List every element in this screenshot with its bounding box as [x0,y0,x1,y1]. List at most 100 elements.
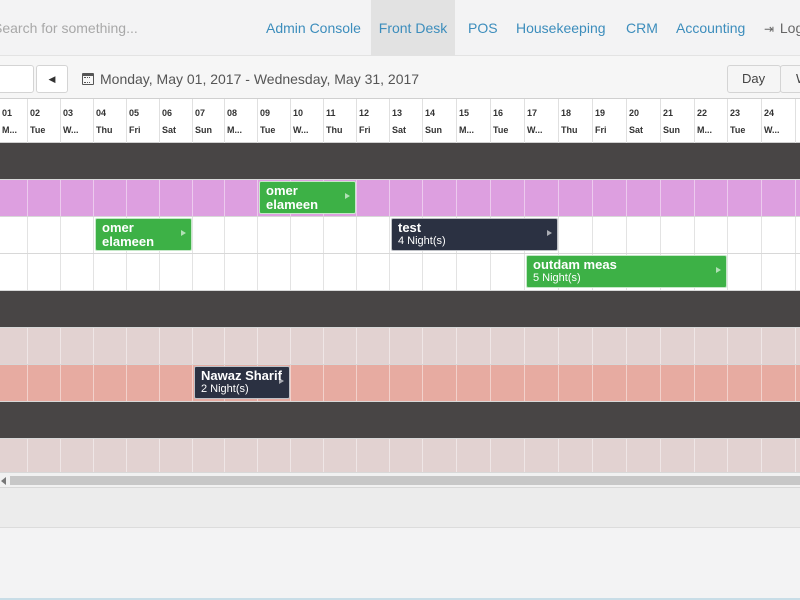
day-cell[interactable] [324,254,357,290]
day-cell[interactable] [728,365,762,401]
day-cell[interactable] [94,439,127,472]
day-cell[interactable] [193,254,225,290]
scrollbar-thumb[interactable] [10,476,800,485]
day-cell[interactable] [695,180,728,216]
day-cell[interactable] [127,328,160,364]
day-cell[interactable] [695,439,728,472]
day-cell[interactable] [28,180,61,216]
day-cell[interactable] [225,180,258,216]
day-cell[interactable] [559,217,593,253]
day-cell[interactable] [695,254,728,290]
day-cell[interactable] [357,328,390,364]
day-cell[interactable] [491,180,525,216]
day-cell[interactable] [728,180,762,216]
day-cell[interactable] [728,439,762,472]
day-cell[interactable] [28,439,61,472]
day-cell[interactable] [559,180,593,216]
day-cell[interactable] [525,180,559,216]
day-cell[interactable] [225,439,258,472]
day-cell[interactable] [28,328,61,364]
day-cell[interactable] [593,365,627,401]
day-cell[interactable] [291,439,324,472]
day-cell[interactable] [324,180,357,216]
day-cell[interactable] [661,439,695,472]
day-cell[interactable] [193,439,225,472]
nav-admin-console[interactable]: Admin Console [266,20,361,36]
day-cell[interactable] [390,254,423,290]
day-cell[interactable] [762,365,796,401]
day-cell[interactable] [457,328,491,364]
nav-crm[interactable]: CRM [626,20,658,36]
day-cell[interactable] [61,328,94,364]
day-cell[interactable] [525,439,559,472]
day-cell[interactable] [160,254,193,290]
day-cell[interactable] [258,217,291,253]
day-cell[interactable] [324,439,357,472]
day-cell[interactable] [127,180,160,216]
day-cell[interactable] [457,180,491,216]
day-cell[interactable] [0,217,28,253]
day-cell[interactable] [695,217,728,253]
booking-arrow-icon[interactable] [279,378,284,384]
view-week-button[interactable]: Week [780,65,800,93]
day-cell[interactable] [559,365,593,401]
day-cell[interactable] [728,217,762,253]
day-cell[interactable] [357,180,390,216]
day-cell[interactable] [762,254,796,290]
day-cell[interactable] [160,217,193,253]
prev-button[interactable]: ◀ [36,65,68,93]
search-box[interactable]: Search for something... [0,0,250,56]
day-cell[interactable] [94,254,127,290]
day-cell[interactable] [627,439,661,472]
day-cell[interactable] [225,254,258,290]
day-cell[interactable] [0,180,28,216]
day-cell[interactable] [423,439,457,472]
day-cell[interactable] [357,365,390,401]
booking-block[interactable]: test 4 Night(s) [391,218,558,251]
day-cell[interactable] [559,328,593,364]
view-day-button[interactable]: Day [727,65,781,93]
day-cell[interactable] [661,328,695,364]
day-cell[interactable] [0,365,28,401]
booking-block[interactable]: outdam meas 5 Night(s) [526,255,727,288]
day-cell[interactable] [593,217,627,253]
day-cell[interactable] [324,365,357,401]
day-cell[interactable] [61,217,94,253]
day-cell[interactable] [357,254,390,290]
day-cell[interactable] [661,365,695,401]
horizontal-scrollbar[interactable] [0,472,800,488]
day-cell[interactable] [593,439,627,472]
day-cell[interactable] [258,439,291,472]
day-cell[interactable] [390,439,423,472]
day-cell[interactable] [0,439,28,472]
day-cell[interactable] [423,365,457,401]
day-cell[interactable] [525,217,559,253]
nav-front-desk[interactable]: Front Desk [371,0,455,56]
day-cell[interactable] [457,439,491,472]
day-cell[interactable] [357,439,390,472]
nav-accounting[interactable]: Accounting [676,20,746,36]
day-cell[interactable] [423,254,457,290]
day-cell[interactable] [559,439,593,472]
day-cell[interactable] [61,439,94,472]
booking-block[interactable]: omer elameen [259,181,356,214]
day-cell[interactable] [258,328,291,364]
day-cell[interactable] [94,180,127,216]
day-cell[interactable] [525,328,559,364]
day-cell[interactable] [61,365,94,401]
day-cell[interactable] [728,254,762,290]
day-cell[interactable] [357,217,390,253]
day-cell[interactable] [762,180,796,216]
day-cell[interactable] [525,365,559,401]
day-cell[interactable] [457,365,491,401]
scroll-left-arrow[interactable] [1,477,6,485]
day-cell[interactable] [390,180,423,216]
day-cell[interactable] [661,217,695,253]
day-cell[interactable] [695,328,728,364]
day-cell[interactable] [324,217,357,253]
day-cell[interactable] [627,180,661,216]
day-cell[interactable] [324,328,357,364]
day-cell[interactable] [423,328,457,364]
booking-arrow-icon[interactable] [345,193,350,199]
booking-arrow-icon[interactable] [181,230,186,236]
